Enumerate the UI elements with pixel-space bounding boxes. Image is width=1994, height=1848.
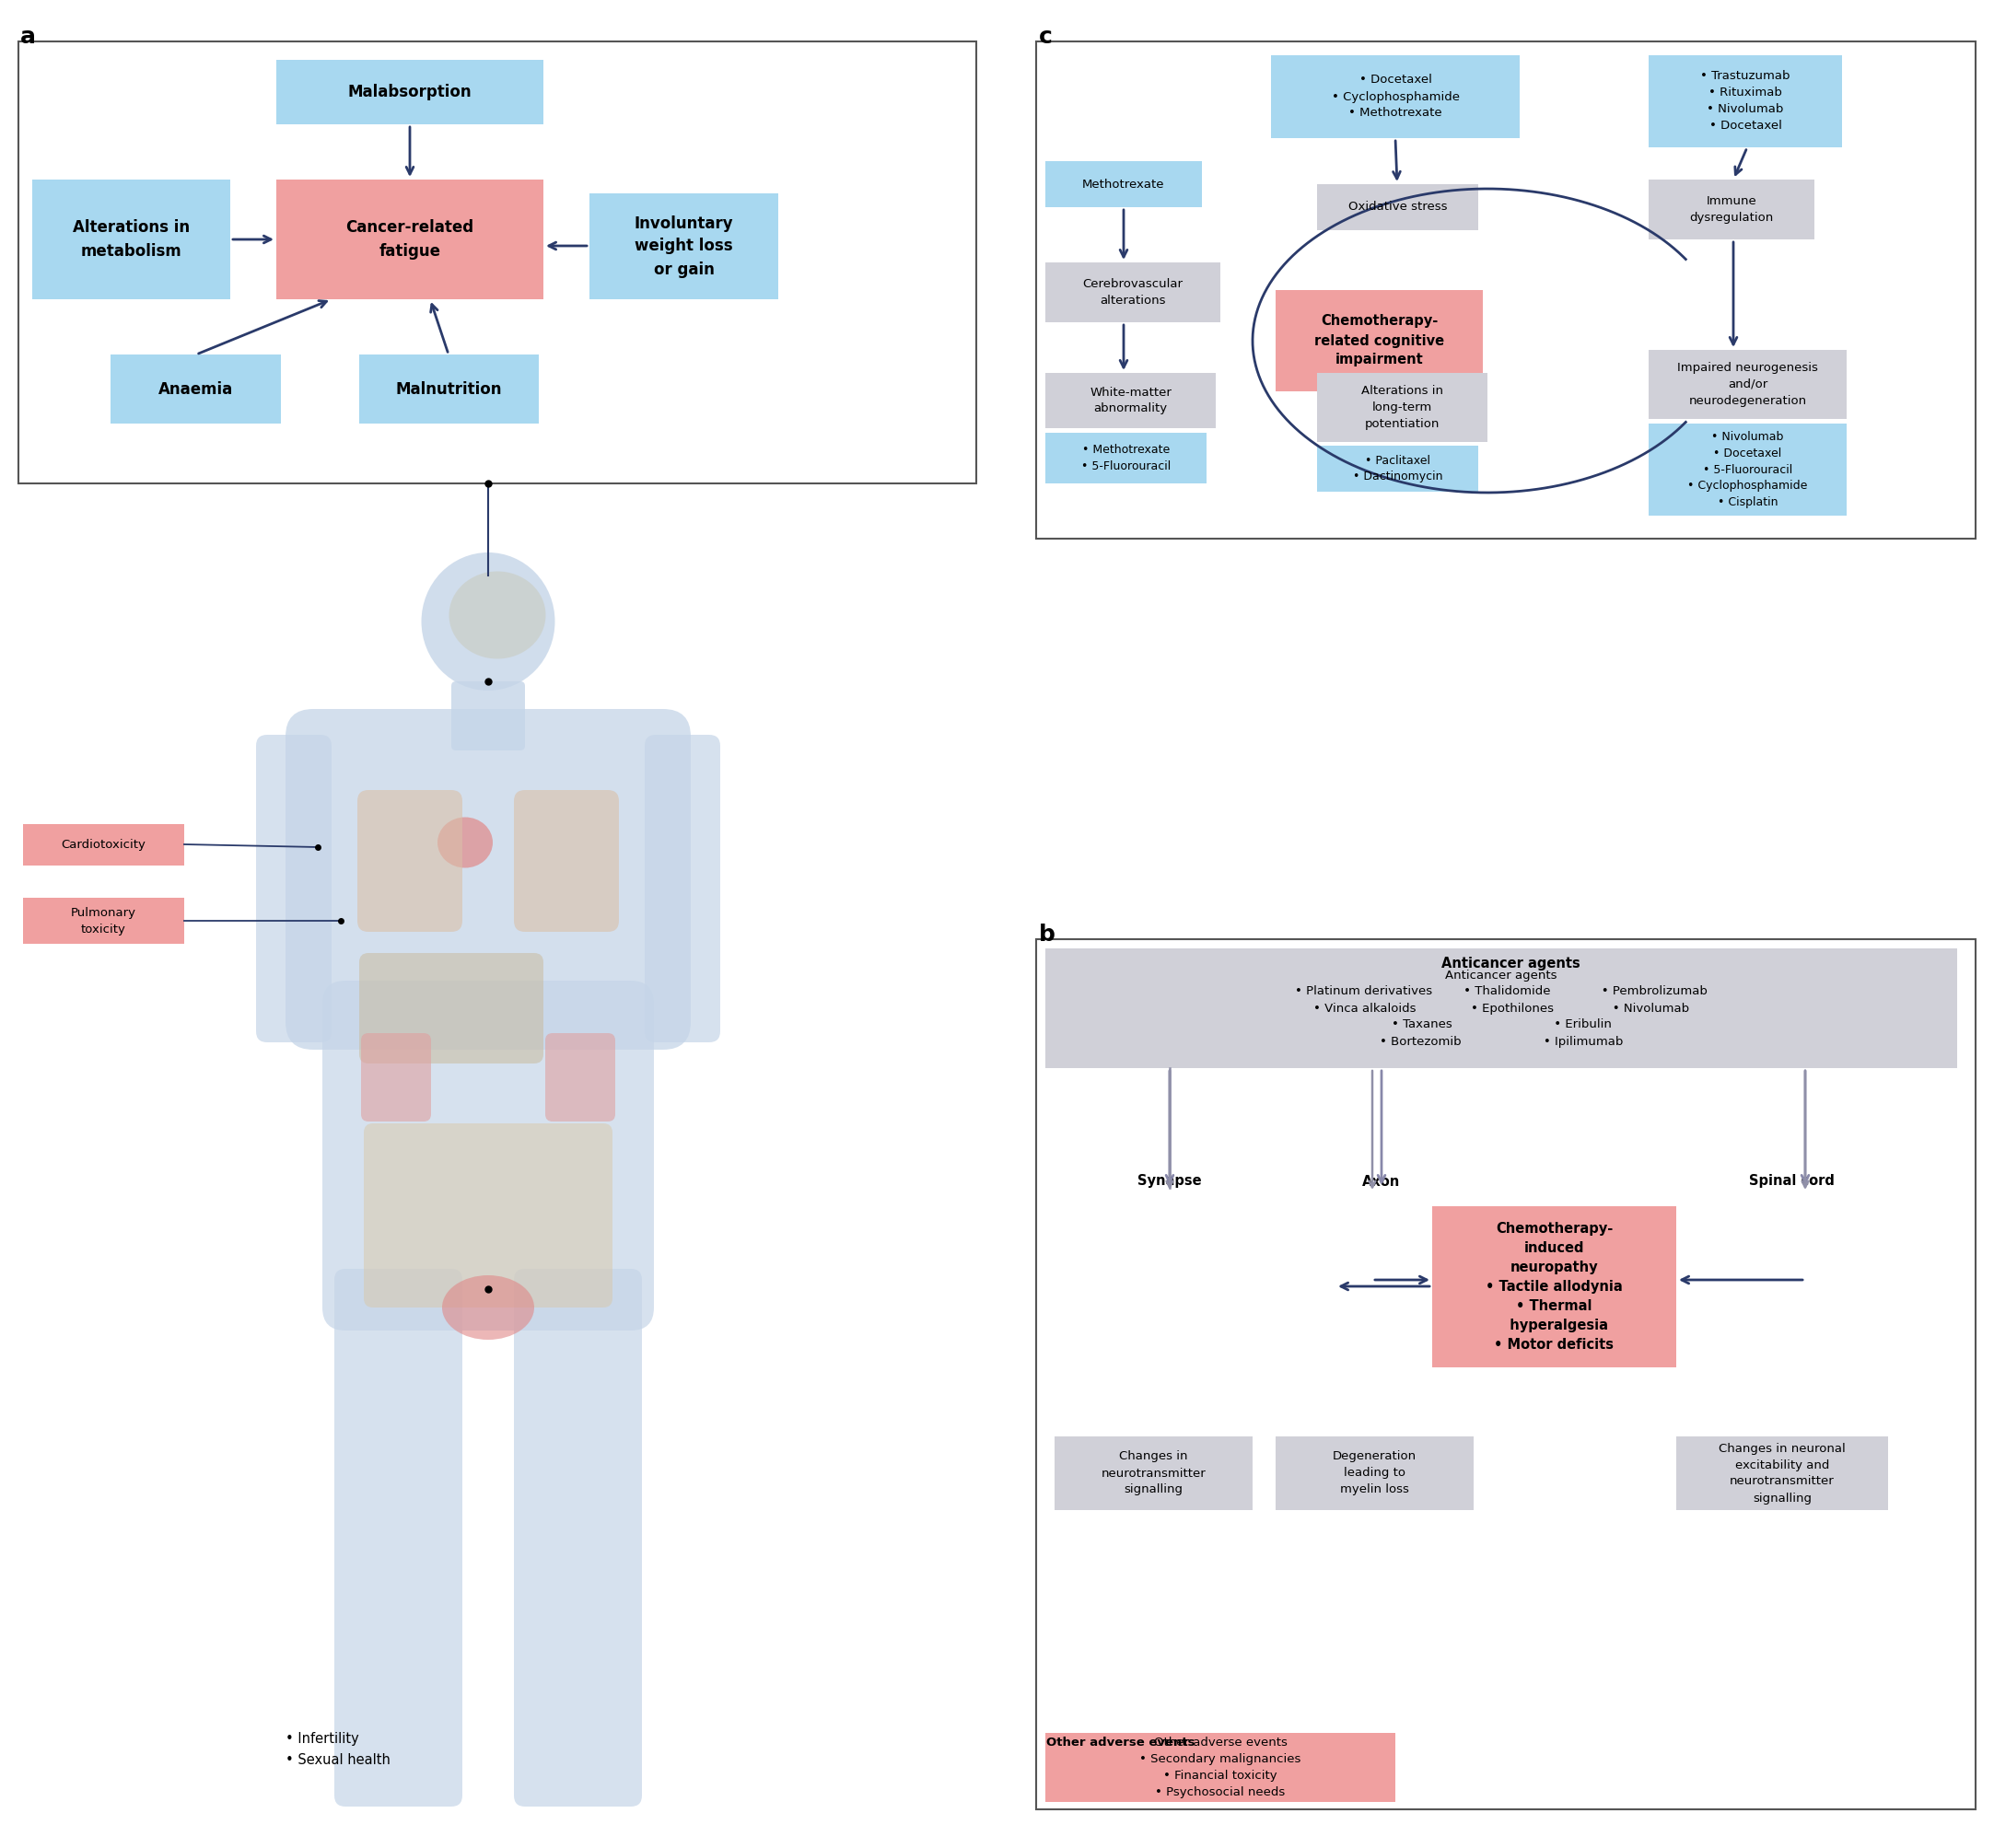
Text: • Paclitaxel
• Dactinomycin: • Paclitaxel • Dactinomycin: [1352, 455, 1442, 482]
FancyBboxPatch shape: [1318, 445, 1478, 492]
Text: a: a: [20, 26, 36, 48]
Ellipse shape: [437, 817, 493, 869]
FancyBboxPatch shape: [1045, 161, 1202, 207]
FancyBboxPatch shape: [1318, 185, 1478, 231]
FancyBboxPatch shape: [644, 736, 720, 1042]
FancyBboxPatch shape: [1045, 1733, 1396, 1802]
Text: Malnutrition: Malnutrition: [395, 381, 502, 397]
FancyBboxPatch shape: [359, 355, 538, 423]
FancyBboxPatch shape: [514, 791, 618, 931]
FancyBboxPatch shape: [514, 1270, 642, 1807]
Text: Cerebrovascular
alterations: Cerebrovascular alterations: [1083, 277, 1182, 307]
Text: Anticancer agents: Anticancer agents: [1442, 957, 1579, 970]
FancyBboxPatch shape: [1276, 1436, 1474, 1510]
FancyBboxPatch shape: [255, 736, 331, 1042]
Text: • Nivolumab
• Docetaxel
• 5-Fluorouracil
• Cyclophosphamide
• Cisplatin: • Nivolumab • Docetaxel • 5-Fluorouracil…: [1687, 431, 1809, 508]
Text: Cancer-related
fatigue: Cancer-related fatigue: [345, 220, 475, 259]
Ellipse shape: [449, 571, 546, 660]
Text: Spinal cord: Spinal cord: [1749, 1175, 1834, 1188]
FancyBboxPatch shape: [32, 179, 229, 299]
Text: Degeneration
leading to
myelin loss: Degeneration leading to myelin loss: [1332, 1451, 1416, 1495]
FancyBboxPatch shape: [1649, 55, 1842, 148]
Bar: [18, 41, 977, 484]
FancyBboxPatch shape: [1649, 423, 1846, 516]
FancyBboxPatch shape: [323, 981, 654, 1331]
FancyBboxPatch shape: [277, 59, 544, 124]
Text: Oxidative stress: Oxidative stress: [1348, 201, 1448, 213]
FancyBboxPatch shape: [24, 898, 183, 944]
FancyBboxPatch shape: [1045, 373, 1216, 429]
FancyBboxPatch shape: [363, 1124, 612, 1308]
Text: Alterations in
metabolism: Alterations in metabolism: [72, 220, 189, 259]
FancyBboxPatch shape: [1432, 1207, 1677, 1368]
Text: Immune
dysregulation: Immune dysregulation: [1689, 196, 1773, 224]
FancyBboxPatch shape: [335, 1270, 463, 1807]
FancyBboxPatch shape: [1270, 55, 1519, 139]
Text: Other adverse events: Other adverse events: [1047, 1735, 1194, 1748]
FancyBboxPatch shape: [1318, 373, 1488, 442]
Text: • Infertility
• Sexual health: • Infertility • Sexual health: [285, 1732, 391, 1767]
FancyBboxPatch shape: [1045, 948, 1958, 1068]
Text: • Docetaxel
• Cyclophosphamide
• Methotrexate: • Docetaxel • Cyclophosphamide • Methotr…: [1332, 74, 1460, 120]
FancyBboxPatch shape: [24, 824, 183, 865]
Text: Chemotherapy-
related cognitive
impairment: Chemotherapy- related cognitive impairme…: [1314, 314, 1444, 368]
Text: Anticancer agents
• Platinum derivatives        • Thalidomide             • Pemb: Anticancer agents • Platinum derivatives…: [1294, 968, 1707, 1048]
FancyBboxPatch shape: [590, 194, 778, 299]
Text: Chemotherapy-
induced
neuropathy
• Tactile allodynia
• Thermal
  hyperalgesia
• : Chemotherapy- induced neuropathy • Tacti…: [1486, 1222, 1623, 1351]
FancyBboxPatch shape: [1276, 290, 1484, 392]
FancyBboxPatch shape: [1045, 432, 1206, 484]
Text: Axon: Axon: [1362, 1175, 1400, 1188]
FancyBboxPatch shape: [277, 179, 544, 299]
FancyBboxPatch shape: [451, 682, 524, 750]
Text: Synapse: Synapse: [1139, 1175, 1202, 1188]
Text: Changes in neuronal
excitability and
neurotransmitter
signalling: Changes in neuronal excitability and neu…: [1719, 1443, 1846, 1504]
Text: Involuntary
weight loss
or gain: Involuntary weight loss or gain: [634, 214, 734, 277]
FancyBboxPatch shape: [110, 355, 281, 423]
Text: • Trastuzumab
• Rituximab
• Nivolumab
• Docetaxel: • Trastuzumab • Rituximab • Nivolumab • …: [1701, 70, 1791, 131]
FancyBboxPatch shape: [1649, 179, 1815, 240]
Text: White-matter
abnormality: White-matter abnormality: [1089, 386, 1172, 414]
Ellipse shape: [421, 553, 554, 691]
Text: b: b: [1039, 924, 1055, 946]
Text: Changes in
neurotransmitter
signalling: Changes in neurotransmitter signalling: [1101, 1451, 1206, 1495]
Text: Impaired neurogenesis
and/or
neurodegeneration: Impaired neurogenesis and/or neurodegene…: [1677, 362, 1819, 407]
FancyBboxPatch shape: [1055, 1436, 1252, 1510]
FancyBboxPatch shape: [1045, 262, 1220, 322]
Text: Cardiotoxicity: Cardiotoxicity: [62, 839, 146, 850]
Text: Malabsorption: Malabsorption: [347, 83, 473, 100]
FancyBboxPatch shape: [361, 1033, 431, 1122]
Ellipse shape: [443, 1275, 534, 1340]
FancyBboxPatch shape: [1677, 1436, 1888, 1510]
Text: Anaemia: Anaemia: [158, 381, 233, 397]
Text: Pulmonary
toxicity: Pulmonary toxicity: [72, 907, 136, 935]
FancyBboxPatch shape: [1649, 349, 1846, 419]
Text: Alterations in
long-term
potentiation: Alterations in long-term potentiation: [1362, 384, 1444, 431]
FancyBboxPatch shape: [285, 710, 690, 1050]
Bar: [1037, 939, 1976, 1809]
FancyBboxPatch shape: [544, 1033, 616, 1122]
Text: c: c: [1039, 26, 1053, 48]
Text: Other adverse events
• Secondary malignancies
• Financial toxicity
• Psychosocia: Other adverse events • Secondary maligna…: [1141, 1737, 1302, 1798]
Bar: [1037, 41, 1976, 538]
Text: Methotrexate: Methotrexate: [1083, 177, 1164, 190]
Text: • Methotrexate
• 5-Fluorouracil: • Methotrexate • 5-Fluorouracil: [1081, 444, 1170, 473]
FancyBboxPatch shape: [359, 954, 544, 1063]
FancyBboxPatch shape: [357, 791, 463, 931]
